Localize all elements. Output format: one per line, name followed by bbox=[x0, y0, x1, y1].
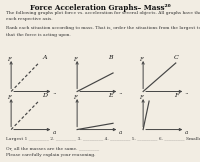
Text: E: E bbox=[108, 93, 113, 98]
Text: a: a bbox=[184, 130, 188, 135]
Text: F: F bbox=[73, 95, 77, 100]
Text: F: F bbox=[139, 95, 143, 100]
Text: Please carefully explain your reasoning.: Please carefully explain your reasoning. bbox=[6, 153, 96, 157]
Text: F: F bbox=[174, 93, 178, 98]
Text: F: F bbox=[73, 57, 77, 62]
Text: Or, all the masses are the same. _________: Or, all the masses are the same. _______… bbox=[6, 146, 99, 150]
Text: a: a bbox=[118, 130, 122, 135]
Text: F: F bbox=[139, 57, 143, 62]
Text: a: a bbox=[52, 92, 56, 97]
Text: B: B bbox=[108, 55, 113, 60]
Text: The following graphs plot force vs. acceleration for several objects. All graphs: The following graphs plot force vs. acce… bbox=[6, 11, 200, 15]
Text: Largest 1 _________ 2. _________ 3. _________ 4. _________ 5. _________ 6. _____: Largest 1 _________ 2. _________ 3. ____… bbox=[6, 137, 200, 141]
Text: F: F bbox=[7, 95, 11, 100]
Text: C: C bbox=[174, 55, 179, 60]
Text: a: a bbox=[184, 92, 188, 97]
Text: that the force is acting upon.: that the force is acting upon. bbox=[6, 33, 71, 37]
Text: a: a bbox=[118, 92, 122, 97]
Text: A: A bbox=[42, 55, 47, 60]
Text: Force Acceleration Graphs– Mass²⁶: Force Acceleration Graphs– Mass²⁶ bbox=[30, 4, 170, 12]
Text: Rank each situation according to mass. That is, order the situations from the la: Rank each situation according to mass. T… bbox=[6, 26, 200, 30]
Text: each respective axis.: each respective axis. bbox=[6, 17, 53, 21]
Text: D: D bbox=[42, 93, 47, 98]
Text: F: F bbox=[7, 57, 11, 62]
Text: a: a bbox=[52, 130, 56, 135]
